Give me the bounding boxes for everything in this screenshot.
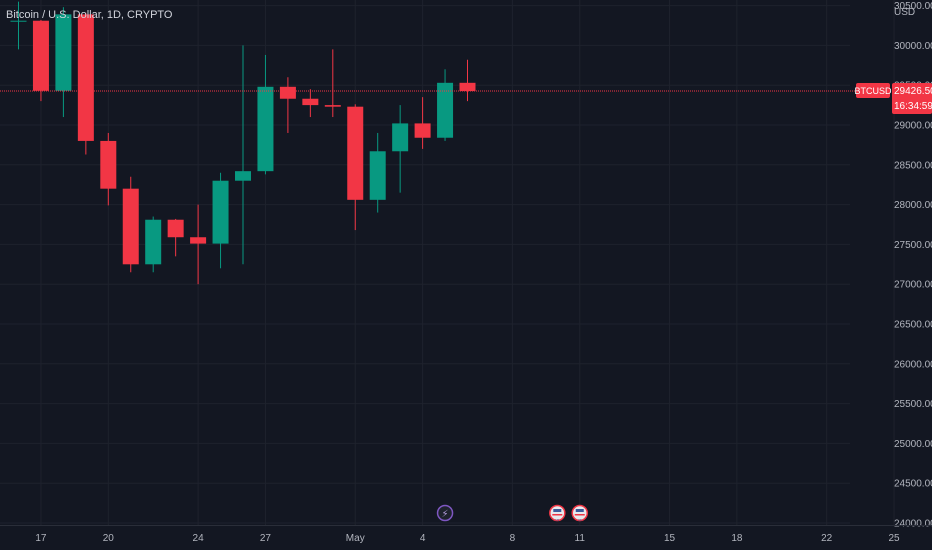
x-tick-label: May [346,533,365,544]
event-glyph: US [555,518,559,522]
candle-body[interactable] [459,82,476,92]
y-tick-label: 27000.00 [894,280,932,291]
candle-body[interactable] [77,14,94,141]
dividend-icon[interactable] [436,504,454,522]
x-tick-label: 20 [103,533,115,544]
x-tick-label: 22 [821,533,833,544]
price-tag-value: 29426.50 [894,86,932,97]
candle-body[interactable] [10,20,27,22]
y-tick-label: 24500.00 [894,479,932,490]
candle-body[interactable] [235,171,251,181]
y-tick-label: 30000.00 [894,41,932,52]
currency-label: USD [894,7,916,18]
candle-body[interactable] [369,151,386,200]
x-tick-label: 11 [575,533,586,544]
candle-body[interactable] [100,140,117,189]
x-tick-label: 27 [260,533,272,544]
candle-body[interactable] [392,123,409,152]
x-tick-label: 8 [510,533,516,544]
flag-stripe [552,514,563,516]
candle-body[interactable] [324,105,341,107]
candle-body[interactable] [55,14,72,91]
flag-canton [553,509,562,512]
y-tick-label: 28000.00 [894,200,932,211]
y-tick-label: 24000.00 [894,519,932,530]
candle-body[interactable] [302,98,319,106]
flag-stripe [574,514,585,516]
y-tick-label: 29000.00 [894,121,932,132]
candle-body[interactable] [122,188,139,265]
y-tick-label: 25500.00 [894,399,932,410]
y-tick-label: 25000.00 [894,439,932,450]
x-tick-label: 25 [888,533,900,544]
candle-body[interactable] [167,219,184,238]
price-tag [892,83,932,115]
price-tag-countdown: 16:34:59 [894,101,932,112]
symbol-tag [856,83,890,99]
y-tick-label: 27500.00 [894,240,932,251]
y-tick-label: 30500.00 [894,1,932,12]
candle-body[interactable] [212,180,229,244]
candle-body[interactable] [190,237,207,244]
candle-body[interactable] [414,123,431,138]
candle-body[interactable] [257,86,274,172]
x-tick-label: 4 [420,533,426,544]
flag-canton [575,509,584,512]
candle-body[interactable] [347,106,364,200]
chart-title: Bitcoin / U.S. Dollar, 1D, CRYPTO [6,9,173,21]
candle-body[interactable] [437,82,454,138]
x-tick-label: 17 [35,533,47,544]
candle-body[interactable] [145,219,162,265]
candle-body[interactable] [32,20,49,91]
symbol-tag-label: BTCUSD [854,86,892,96]
x-tick-label: 18 [731,533,743,544]
candle-body[interactable] [279,86,296,99]
y-tick-label: 26000.00 [894,359,932,370]
x-tick-label: 15 [664,533,676,544]
y-tick-label: 28500.00 [894,160,932,171]
x-tick-label: 24 [193,533,205,544]
event-glyph: US [578,518,582,522]
event-glyph: ⚡ [442,509,449,520]
y-tick-label: 26500.00 [894,320,932,331]
